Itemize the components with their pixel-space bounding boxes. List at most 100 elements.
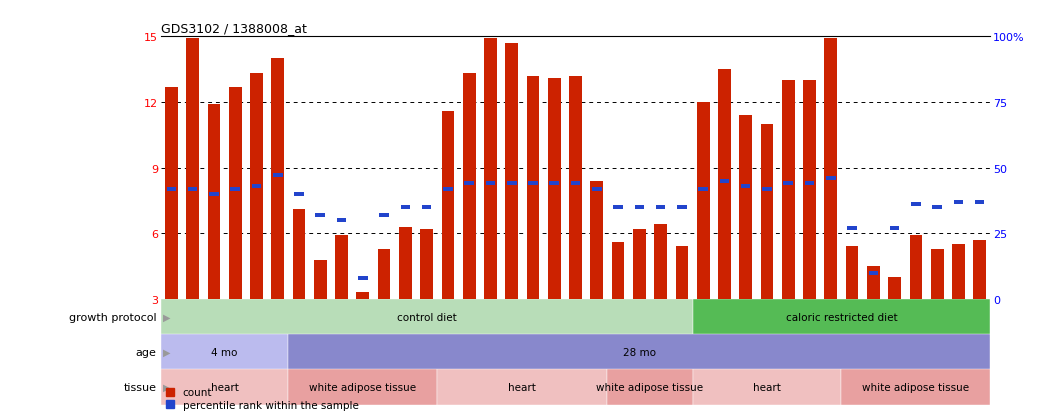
Bar [230,187,240,191]
Bar [824,39,837,299]
Bar [252,185,261,188]
Bar [358,276,367,280]
Bar [739,116,752,299]
Bar [207,105,220,299]
Text: white adipose tissue: white adipose tissue [309,382,417,392]
Bar [590,181,604,299]
Bar [693,299,990,335]
Bar [954,200,963,204]
Bar [974,240,986,299]
Text: ▶: ▶ [163,347,171,357]
Bar [841,370,990,405]
Bar [165,88,177,299]
Bar [826,177,836,180]
Bar [400,206,411,209]
Bar [229,88,242,299]
Bar [698,187,708,191]
Bar [505,44,518,299]
Text: heart: heart [508,382,536,392]
Bar [912,203,921,207]
Text: heart: heart [211,382,239,392]
Bar [443,187,453,191]
Text: caloric restricted diet: caloric restricted diet [786,312,897,322]
Bar [677,206,686,209]
Bar [209,192,219,196]
Bar [846,247,859,299]
Bar [975,200,984,204]
Text: ▶: ▶ [163,382,171,392]
Bar [292,210,305,299]
Bar [803,81,816,299]
Bar [952,244,964,299]
Bar [592,187,601,191]
Bar [295,192,304,196]
Text: heart: heart [753,382,781,392]
Bar [357,293,369,299]
Bar [315,214,325,217]
Bar [720,179,729,183]
Text: GDS3102 / 1388008_at: GDS3102 / 1388008_at [161,21,307,35]
Legend: count, percentile rank within the sample: count, percentile rank within the sample [166,387,359,410]
Bar [167,187,176,191]
Text: 28 mo: 28 mo [623,347,655,357]
Bar [760,124,774,299]
Bar [420,229,433,299]
Bar [569,76,582,299]
Bar [463,74,476,299]
Text: growth protocol: growth protocol [69,312,157,322]
Bar [399,227,412,299]
Bar [507,182,516,186]
Text: 4 mo: 4 mo [212,347,237,357]
Bar [442,112,454,299]
Bar [612,242,624,299]
Bar [161,370,288,405]
Bar [528,182,538,186]
Bar [288,370,438,405]
Bar [740,185,751,188]
Bar [380,214,389,217]
Text: tissue: tissue [123,382,157,392]
Bar [465,182,474,186]
Bar [484,39,497,299]
Bar [187,39,199,299]
Bar [932,206,942,209]
Bar [438,370,608,405]
Bar [161,335,288,370]
Bar [288,335,990,370]
Bar [272,59,284,299]
Bar [762,187,772,191]
Bar [697,103,709,299]
Bar [377,249,391,299]
Bar [869,271,878,275]
Bar [485,182,496,186]
Bar [847,226,857,230]
Bar [335,236,348,299]
Bar [890,226,899,230]
Bar [718,70,731,299]
Bar [633,229,646,299]
Text: age: age [136,347,157,357]
Bar [570,182,581,186]
Bar [784,182,793,186]
Text: ▶: ▶ [163,312,171,322]
Bar [654,225,667,299]
Bar [889,278,901,299]
Bar [161,299,693,335]
Text: white adipose tissue: white adipose tissue [596,382,703,392]
Bar [608,370,693,405]
Bar [782,81,794,299]
Bar [548,78,561,299]
Bar [250,74,262,299]
Text: control diet: control diet [397,312,456,322]
Bar [422,206,431,209]
Bar [527,76,539,299]
Bar [655,206,666,209]
Bar [675,247,689,299]
Bar [805,182,814,186]
Bar [337,218,346,223]
Text: white adipose tissue: white adipose tissue [863,382,970,392]
Bar [931,249,944,299]
Bar [613,206,623,209]
Bar [867,266,879,299]
Bar [273,174,282,178]
